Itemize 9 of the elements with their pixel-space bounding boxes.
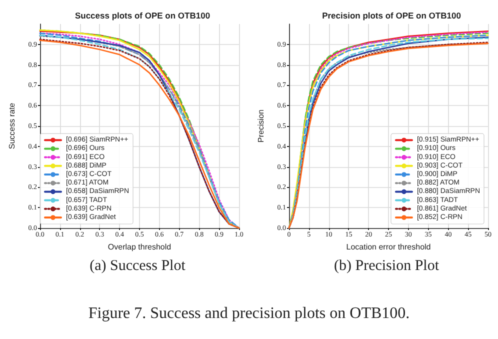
chart-title: Success plots of OPE on OTB100	[74, 10, 210, 20]
x-axis-title: Location error threshold	[346, 242, 431, 252]
chart-title: Precision plots of OPE on OTB100	[322, 10, 462, 20]
text: (b) Precision Plot	[333, 258, 440, 275]
y-axis-title: Success rate	[8, 102, 16, 150]
caption: Figure 7. Success and precision plots on OTB100.	[87, 305, 411, 323]
x-axis-title: Overlap threshold	[108, 242, 172, 252]
text: (a) Success Plot	[88, 258, 186, 275]
y-axis-title: Precision	[256, 110, 266, 142]
